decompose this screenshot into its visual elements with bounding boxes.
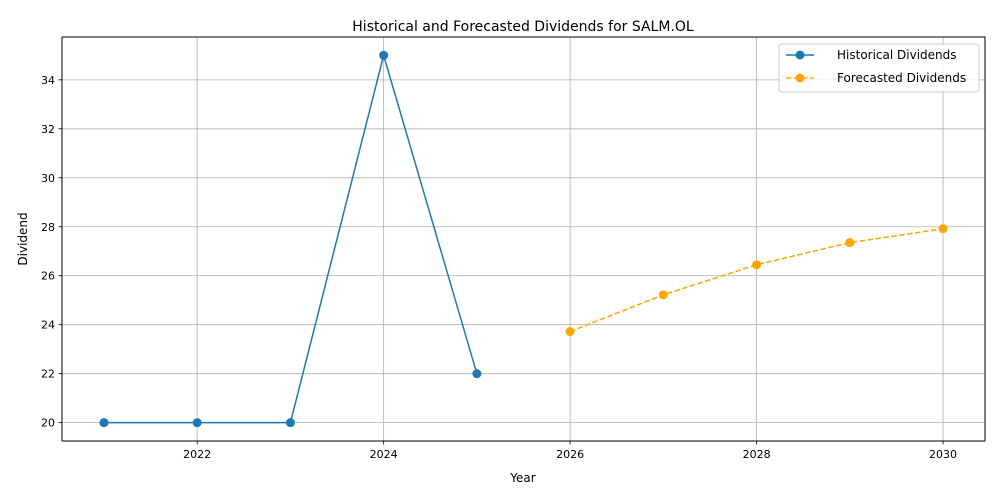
y-tick-label: 32 — [41, 123, 55, 136]
forecast-data-point — [845, 238, 855, 248]
x-tick-label: 2028 — [743, 448, 771, 461]
forecast-data-point — [565, 327, 575, 337]
x-tick-label: 2030 — [929, 448, 957, 461]
y-tick-label: 20 — [41, 417, 55, 430]
y-tick-label: 28 — [41, 221, 55, 234]
forecast-data-point — [658, 290, 668, 300]
historical-data-point — [285, 418, 295, 428]
historical-series-line — [103, 54, 478, 424]
plot-area-frame — [61, 36, 986, 442]
y-tick-label: 30 — [41, 172, 55, 185]
chart-title: Historical and Forecasted Dividends for … — [352, 19, 694, 35]
legend: Historical Dividends Forecasted Dividend… — [778, 43, 980, 93]
x-tick-label: 2022 — [183, 448, 211, 461]
forecast-data-point — [752, 260, 762, 270]
historical-data-point — [192, 418, 202, 428]
x-tick-label: 2026 — [556, 448, 584, 461]
forecast-data-point — [938, 224, 948, 234]
legend-historical-label: Historical Dividends — [837, 48, 957, 62]
legend-historical-marker — [795, 50, 805, 60]
grid-lines — [62, 37, 985, 441]
historical-data-point — [379, 50, 389, 60]
legend-forecast-label: Forecasted Dividends — [837, 71, 966, 85]
y-tick-label: 24 — [41, 319, 55, 332]
legend-forecast-marker — [795, 73, 805, 83]
historical-data-point — [472, 369, 482, 379]
y-tick-label: 34 — [41, 74, 55, 87]
y-axis-label: Dividend — [16, 212, 30, 265]
x-axis-label: Year — [509, 471, 535, 485]
series-layer — [99, 50, 948, 428]
historical-data-point — [99, 418, 109, 428]
legend-box — [778, 43, 980, 93]
x-tick-label: 2024 — [370, 448, 398, 461]
y-tick-label: 22 — [41, 368, 55, 381]
y-tick-label: 26 — [41, 270, 55, 283]
forecast-series-line — [569, 227, 944, 333]
